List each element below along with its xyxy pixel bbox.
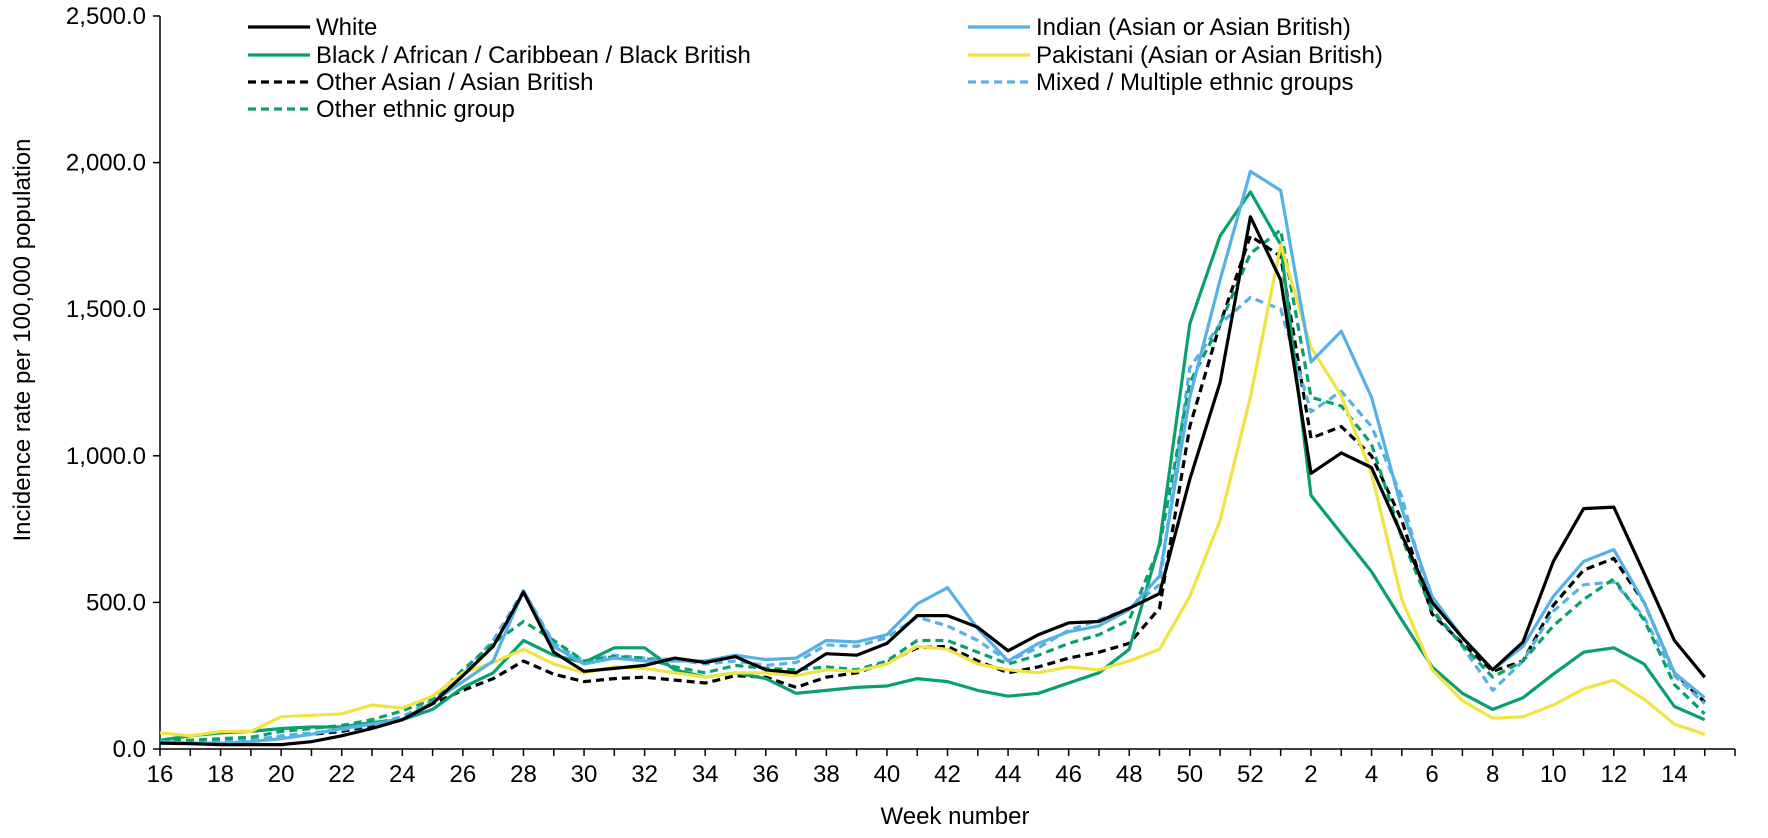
legend-label-mixed-multiple-ethnic-groups: Mixed / Multiple ethnic groups bbox=[1036, 69, 1353, 96]
x-tick-label: 8 bbox=[1486, 761, 1499, 788]
legend-label-white: White bbox=[316, 14, 377, 41]
y-tick-label: 500.0 bbox=[86, 589, 146, 616]
x-tick-label: 48 bbox=[1116, 761, 1143, 788]
series-layer bbox=[159, 169, 1706, 747]
x-tick-label: 18 bbox=[207, 761, 234, 788]
x-tick-label: 40 bbox=[874, 761, 901, 788]
axes bbox=[159, 16, 1735, 750]
series-line-pakistani-asian-or-asian-british bbox=[159, 243, 1706, 738]
x-tick-label: 38 bbox=[813, 761, 840, 788]
x-tick-label: 50 bbox=[1176, 761, 1203, 788]
series-line-mixed-multiple-ethnic-groups bbox=[160, 295, 1706, 745]
x-tick-label: 22 bbox=[328, 761, 355, 788]
x-tick-label: 30 bbox=[571, 761, 598, 788]
x-tick-label: 10 bbox=[1540, 761, 1567, 788]
x-tick-label: 2 bbox=[1304, 761, 1317, 788]
y-tick-label: 1,500.0 bbox=[66, 296, 146, 323]
y-tick-label: 0.0 bbox=[113, 736, 146, 763]
series-line-other-ethnic-group bbox=[160, 228, 1706, 742]
y-tick-label: 2,500.0 bbox=[66, 3, 146, 30]
x-tick-label: 26 bbox=[450, 761, 477, 788]
x-tick-label: 24 bbox=[389, 761, 416, 788]
x-axis-title: Week number bbox=[881, 803, 1030, 830]
legend-label-pakistani-asian-or-asian-british: Pakistani (Asian or Asian British) bbox=[1036, 42, 1383, 69]
x-tick-label: 28 bbox=[510, 761, 537, 788]
x-tick-label: 34 bbox=[692, 761, 719, 788]
y-tick-label: 1,000.0 bbox=[66, 443, 146, 470]
legend-label-indian-asian-or-asian-british: Indian (Asian or Asian British) bbox=[1036, 14, 1351, 41]
x-tick-label: 52 bbox=[1237, 761, 1264, 788]
x-tick-label: 16 bbox=[147, 761, 174, 788]
legend-label-black-african-caribbean-black-british: Black / African / Caribbean / Black Brit… bbox=[316, 42, 751, 69]
legend-label-other-asian-asian-british: Other Asian / Asian British bbox=[316, 69, 593, 96]
y-tick-label: 2,000.0 bbox=[66, 150, 146, 177]
legend-label-other-ethnic-group: Other ethnic group bbox=[316, 96, 515, 123]
x-tick-label: 36 bbox=[752, 761, 779, 788]
x-tick-label: 12 bbox=[1600, 761, 1627, 788]
series-line-black-african-caribbean-black-british bbox=[159, 190, 1706, 742]
y-axis-ticks: 0.0 500.0 1,000.0 1,500.0 2,000.0 2,500.0 bbox=[66, 3, 160, 763]
series-line-white bbox=[159, 215, 1706, 747]
y-axis-title: Incidence rate per 100,000 population bbox=[9, 139, 36, 542]
x-axis-ticks: 16 18 20 22 24 26 28 30 32 34 36 38 40 42 44 46 48 50 52 2 4… bbox=[147, 749, 1736, 788]
series-line-other-asian-asian-british bbox=[160, 234, 1706, 744]
x-tick-label: 42 bbox=[934, 761, 961, 788]
x-tick-label: 6 bbox=[1425, 761, 1438, 788]
x-tick-label: 14 bbox=[1661, 761, 1688, 788]
x-tick-label: 4 bbox=[1365, 761, 1378, 788]
x-tick-label: 46 bbox=[1055, 761, 1082, 788]
legend: White Indian (Asian or Asian British) Blac… bbox=[248, 14, 1383, 123]
x-tick-label: 32 bbox=[631, 761, 658, 788]
x-tick-label: 44 bbox=[995, 761, 1022, 788]
x-tick-label: 20 bbox=[268, 761, 295, 788]
